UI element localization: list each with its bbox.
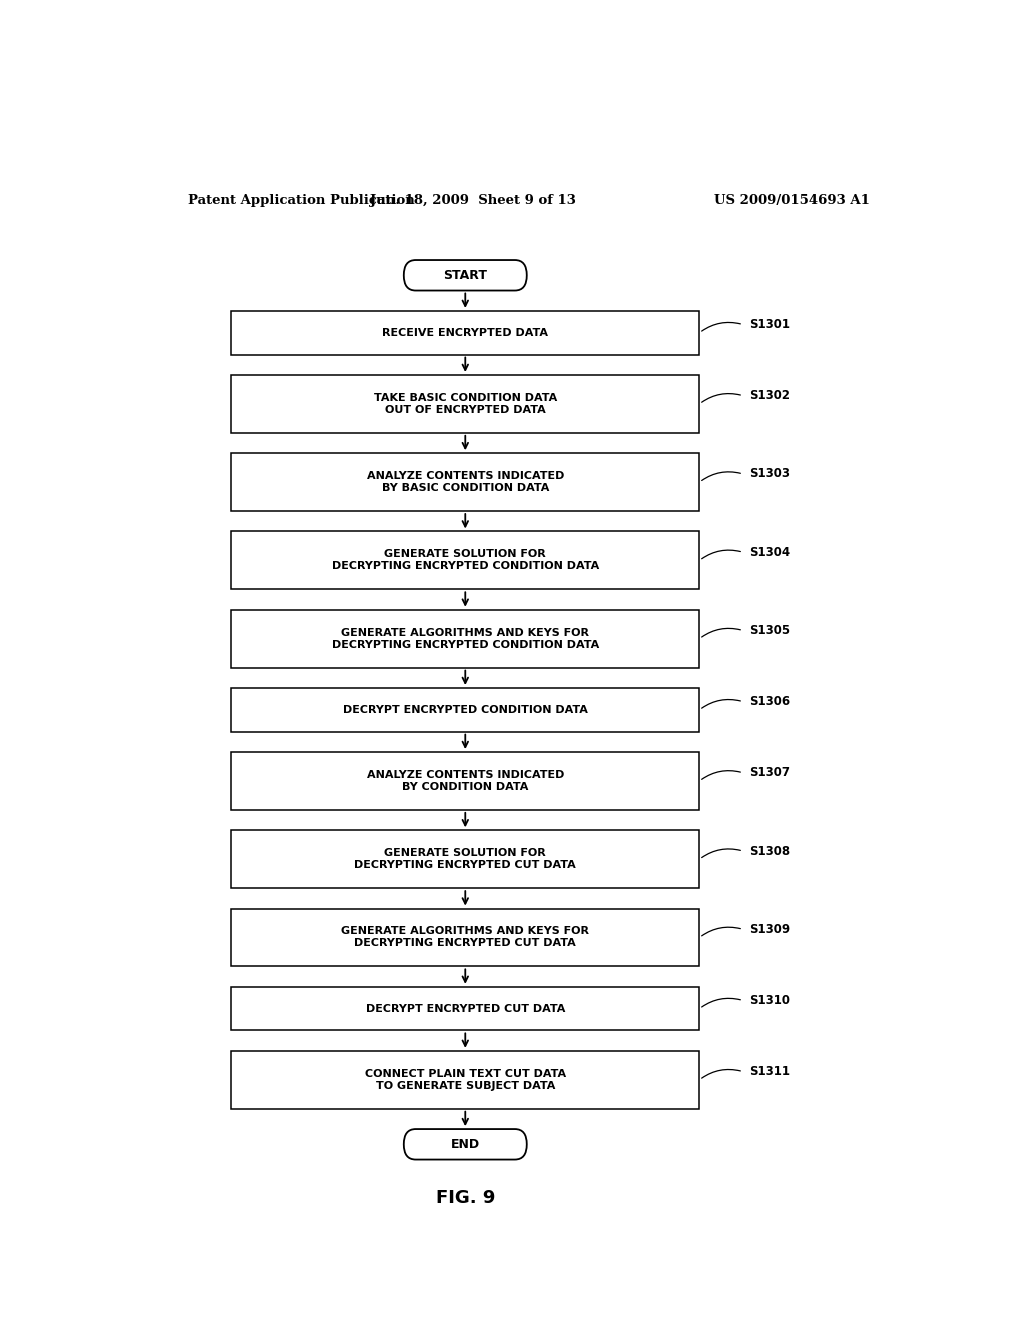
Text: GENERATE ALGORITHMS AND KEYS FOR
DECRYPTING ENCRYPTED CUT DATA: GENERATE ALGORITHMS AND KEYS FOR DECRYPT… bbox=[341, 927, 589, 949]
Text: S1308: S1308 bbox=[750, 845, 791, 858]
Bar bbox=[231, 453, 699, 511]
Text: DECRYPT ENCRYPTED CUT DATA: DECRYPT ENCRYPTED CUT DATA bbox=[366, 1003, 565, 1014]
Text: RECEIVE ENCRYPTED DATA: RECEIVE ENCRYPTED DATA bbox=[382, 327, 548, 338]
Text: ANALYZE CONTENTS INDICATED
BY BASIC CONDITION DATA: ANALYZE CONTENTS INDICATED BY BASIC COND… bbox=[367, 471, 564, 494]
Bar bbox=[231, 830, 699, 888]
Text: START: START bbox=[443, 269, 487, 281]
Text: S1311: S1311 bbox=[750, 1065, 791, 1078]
Bar bbox=[231, 610, 699, 668]
Text: S1310: S1310 bbox=[750, 994, 791, 1007]
Bar bbox=[231, 1051, 699, 1109]
Bar bbox=[231, 532, 699, 589]
Bar bbox=[231, 752, 699, 810]
Text: GENERATE SOLUTION FOR
DECRYPTING ENCRYPTED CONDITION DATA: GENERATE SOLUTION FOR DECRYPTING ENCRYPT… bbox=[332, 549, 599, 572]
FancyBboxPatch shape bbox=[403, 260, 526, 290]
Text: END: END bbox=[451, 1138, 480, 1151]
Bar bbox=[231, 375, 699, 433]
Text: CONNECT PLAIN TEXT CUT DATA
TO GENERATE SUBJECT DATA: CONNECT PLAIN TEXT CUT DATA TO GENERATE … bbox=[365, 1069, 566, 1090]
Bar bbox=[231, 987, 699, 1031]
Text: US 2009/0154693 A1: US 2009/0154693 A1 bbox=[714, 194, 870, 207]
Text: S1307: S1307 bbox=[750, 767, 791, 779]
Text: TAKE BASIC CONDITION DATA
OUT OF ENCRYPTED DATA: TAKE BASIC CONDITION DATA OUT OF ENCRYPT… bbox=[374, 393, 557, 414]
FancyBboxPatch shape bbox=[403, 1129, 526, 1159]
Bar bbox=[231, 312, 699, 355]
Text: ANALYZE CONTENTS INDICATED
BY CONDITION DATA: ANALYZE CONTENTS INDICATED BY CONDITION … bbox=[367, 770, 564, 792]
Text: Patent Application Publication: Patent Application Publication bbox=[187, 194, 415, 207]
Text: S1302: S1302 bbox=[750, 389, 791, 403]
Text: GENERATE SOLUTION FOR
DECRYPTING ENCRYPTED CUT DATA: GENERATE SOLUTION FOR DECRYPTING ENCRYPT… bbox=[354, 849, 577, 870]
Text: S1306: S1306 bbox=[750, 696, 791, 708]
Bar bbox=[231, 908, 699, 966]
Text: S1305: S1305 bbox=[750, 624, 791, 638]
Text: FIG. 9: FIG. 9 bbox=[435, 1189, 495, 1208]
Text: GENERATE ALGORITHMS AND KEYS FOR
DECRYPTING ENCRYPTED CONDITION DATA: GENERATE ALGORITHMS AND KEYS FOR DECRYPT… bbox=[332, 627, 599, 649]
Bar bbox=[231, 688, 699, 731]
Text: Jun. 18, 2009  Sheet 9 of 13: Jun. 18, 2009 Sheet 9 of 13 bbox=[371, 194, 577, 207]
Text: DECRYPT ENCRYPTED CONDITION DATA: DECRYPT ENCRYPTED CONDITION DATA bbox=[343, 705, 588, 715]
Text: S1309: S1309 bbox=[750, 923, 791, 936]
Text: S1303: S1303 bbox=[750, 467, 791, 480]
Text: S1301: S1301 bbox=[750, 318, 791, 331]
Text: S1304: S1304 bbox=[750, 545, 791, 558]
